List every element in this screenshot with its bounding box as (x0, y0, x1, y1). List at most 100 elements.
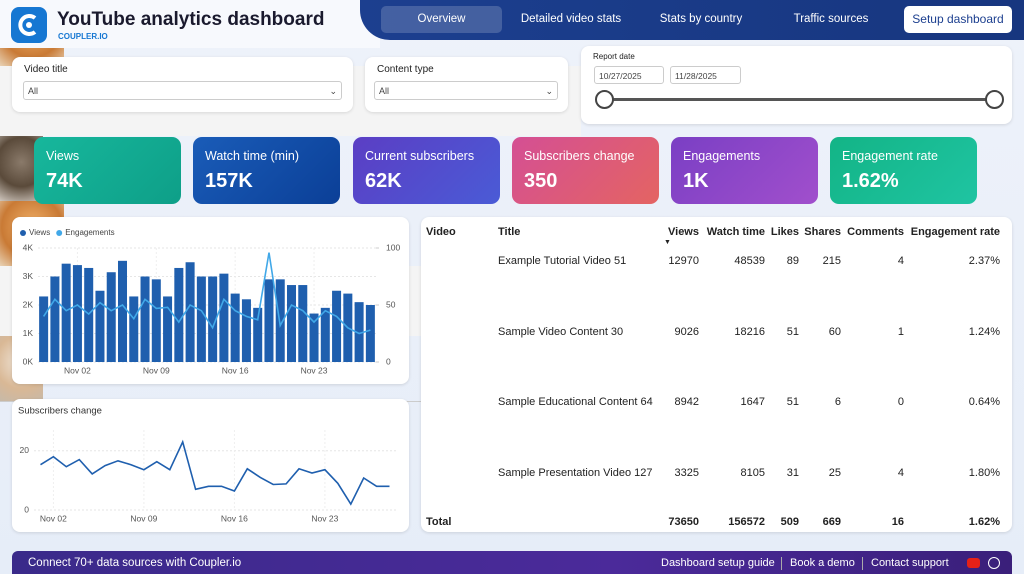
table-cell: 18216 (734, 325, 765, 338)
total-cell: 156572 (728, 516, 765, 528)
table-cell: 1.24% (968, 325, 1000, 338)
bar (174, 267, 184, 362)
total-cell: 509 (780, 516, 799, 528)
column-header: Comments (847, 226, 904, 238)
bar (140, 276, 150, 362)
table-cell: 6 (834, 396, 841, 408)
table-cell: 12970 (668, 255, 699, 267)
table-cell: 51 (786, 325, 799, 338)
table-cell: 4 (897, 466, 904, 479)
bar (332, 290, 342, 362)
table-cell: 0 (897, 396, 904, 408)
bar (185, 262, 195, 362)
kpi-card: Views 74K (34, 137, 181, 204)
dropdown[interactable]: All ⌄ (374, 81, 558, 100)
footer-text: Connect 70+ data sources with Coupler.io (28, 557, 242, 569)
footer-bar (12, 551, 1012, 574)
bar (163, 296, 173, 362)
column-header: Video (426, 226, 456, 238)
bar (354, 302, 364, 362)
y-tick-label: 0 (24, 504, 29, 514)
bar (264, 279, 274, 362)
brand: COUPLER.IO (58, 32, 108, 41)
legend-label: Engagements (65, 228, 114, 237)
bar (230, 293, 240, 362)
kpi-label: Watch time (min) (205, 149, 299, 163)
y-tick-label: 4K (23, 242, 34, 252)
chevron: ⌄ (329, 86, 337, 96)
bar (253, 307, 263, 362)
youtube-icon[interactable] (967, 558, 980, 568)
table-cell: 2.37% (968, 255, 1000, 267)
footer-link[interactable]: Dashboard setup guide (661, 557, 775, 569)
footer-link[interactable]: Book a demo (790, 557, 855, 569)
views-engagements-chart: 0K 1K 2K 3K 4K 0 50 100 Nov 02 Nov 09 Nov 16 Nov 23… (20, 228, 400, 375)
date-input[interactable]: 11/28/2025 (670, 66, 741, 84)
nav-tab[interactable]: Overview (381, 6, 502, 33)
footer-link[interactable]: Contact support (871, 557, 949, 569)
slider-handle[interactable] (985, 90, 1004, 109)
dropdown[interactable]: All ⌄ (23, 81, 342, 100)
table-cell: Sample Presentation Video 127 (498, 466, 653, 479)
column-header: Views (668, 226, 699, 238)
kpi-label: Subscribers change (524, 149, 635, 163)
x-tick-label: Nov 23 (311, 513, 338, 523)
kpi-value: 1K (683, 170, 709, 192)
dropdown-value: All (379, 86, 390, 96)
dropdown-value: All (28, 86, 39, 96)
chart-card: 0K 1K 2K 3K 4K 0 50 100 Nov 02 Nov 09 Nov 16 Nov 23… (12, 217, 409, 384)
nav-tab[interactable]: Detailed video stats (520, 13, 622, 25)
y-tick-label: 0K (23, 356, 34, 366)
kpi-value: 62K (365, 170, 402, 192)
table-cell: Example Tutorial Video 51 (498, 255, 627, 267)
subscribers-chart: Subscribers change 0 20 Nov 02 Nov 09 Nov 16 N… (18, 406, 396, 523)
separator (862, 557, 863, 570)
bar (72, 265, 82, 362)
kpi-label: Engagements (683, 149, 761, 163)
table-cell: Sample Video Content 30 (498, 325, 624, 338)
bar (61, 263, 71, 362)
y-tick-label: 2K (23, 299, 34, 309)
kpi-card: Engagement rate 1.62% (830, 137, 977, 204)
sort-indicator: ▼ (664, 239, 671, 246)
table-card (421, 217, 1012, 532)
table-cell: 1647 (740, 396, 765, 408)
kpi-label: Views (46, 149, 80, 163)
kpi-label: Engagement rate (842, 149, 938, 163)
setup-button[interactable]: Setup dashboard (904, 6, 1012, 33)
table-cell: 9026 (674, 325, 699, 338)
total-cell: Total (426, 516, 452, 528)
nav-tab[interactable]: Traffic sources (793, 13, 869, 25)
bar (309, 313, 319, 362)
date-input[interactable]: 10/27/2025 (594, 66, 664, 84)
dashboard-title: YouTube analytics dashboard (57, 9, 325, 30)
bar (208, 276, 218, 362)
bar (129, 296, 139, 362)
bar (286, 285, 297, 362)
table-cell: 31 (786, 466, 799, 479)
y2-tick-label: 0 (386, 356, 391, 366)
bar (95, 290, 105, 362)
bar (39, 296, 49, 362)
bar (320, 307, 330, 362)
table-cell: 60 (828, 325, 841, 338)
nav-tab[interactable]: Stats by country (659, 13, 743, 25)
table-cell: 1 (897, 325, 904, 338)
bar (117, 260, 128, 362)
slider-handle[interactable] (595, 90, 614, 109)
globe-icon[interactable] (988, 557, 1000, 569)
filter-card (365, 57, 568, 112)
kpi-card: Engagements 1K (671, 137, 818, 204)
table-cell: Sample Educational Content 64 (498, 396, 653, 408)
total-cell: 16 (891, 516, 904, 528)
filter-label: Video title (24, 64, 68, 75)
total-cell: 73650 (668, 516, 699, 528)
data-line (42, 252, 371, 335)
logo-icon (18, 14, 37, 36)
y-tick-label: 3K (23, 271, 34, 281)
x-tick-label: Nov 09 (130, 513, 157, 523)
kpi-card: Subscribers change 350 (512, 137, 659, 204)
x-tick-label: Nov 16 (222, 365, 249, 375)
